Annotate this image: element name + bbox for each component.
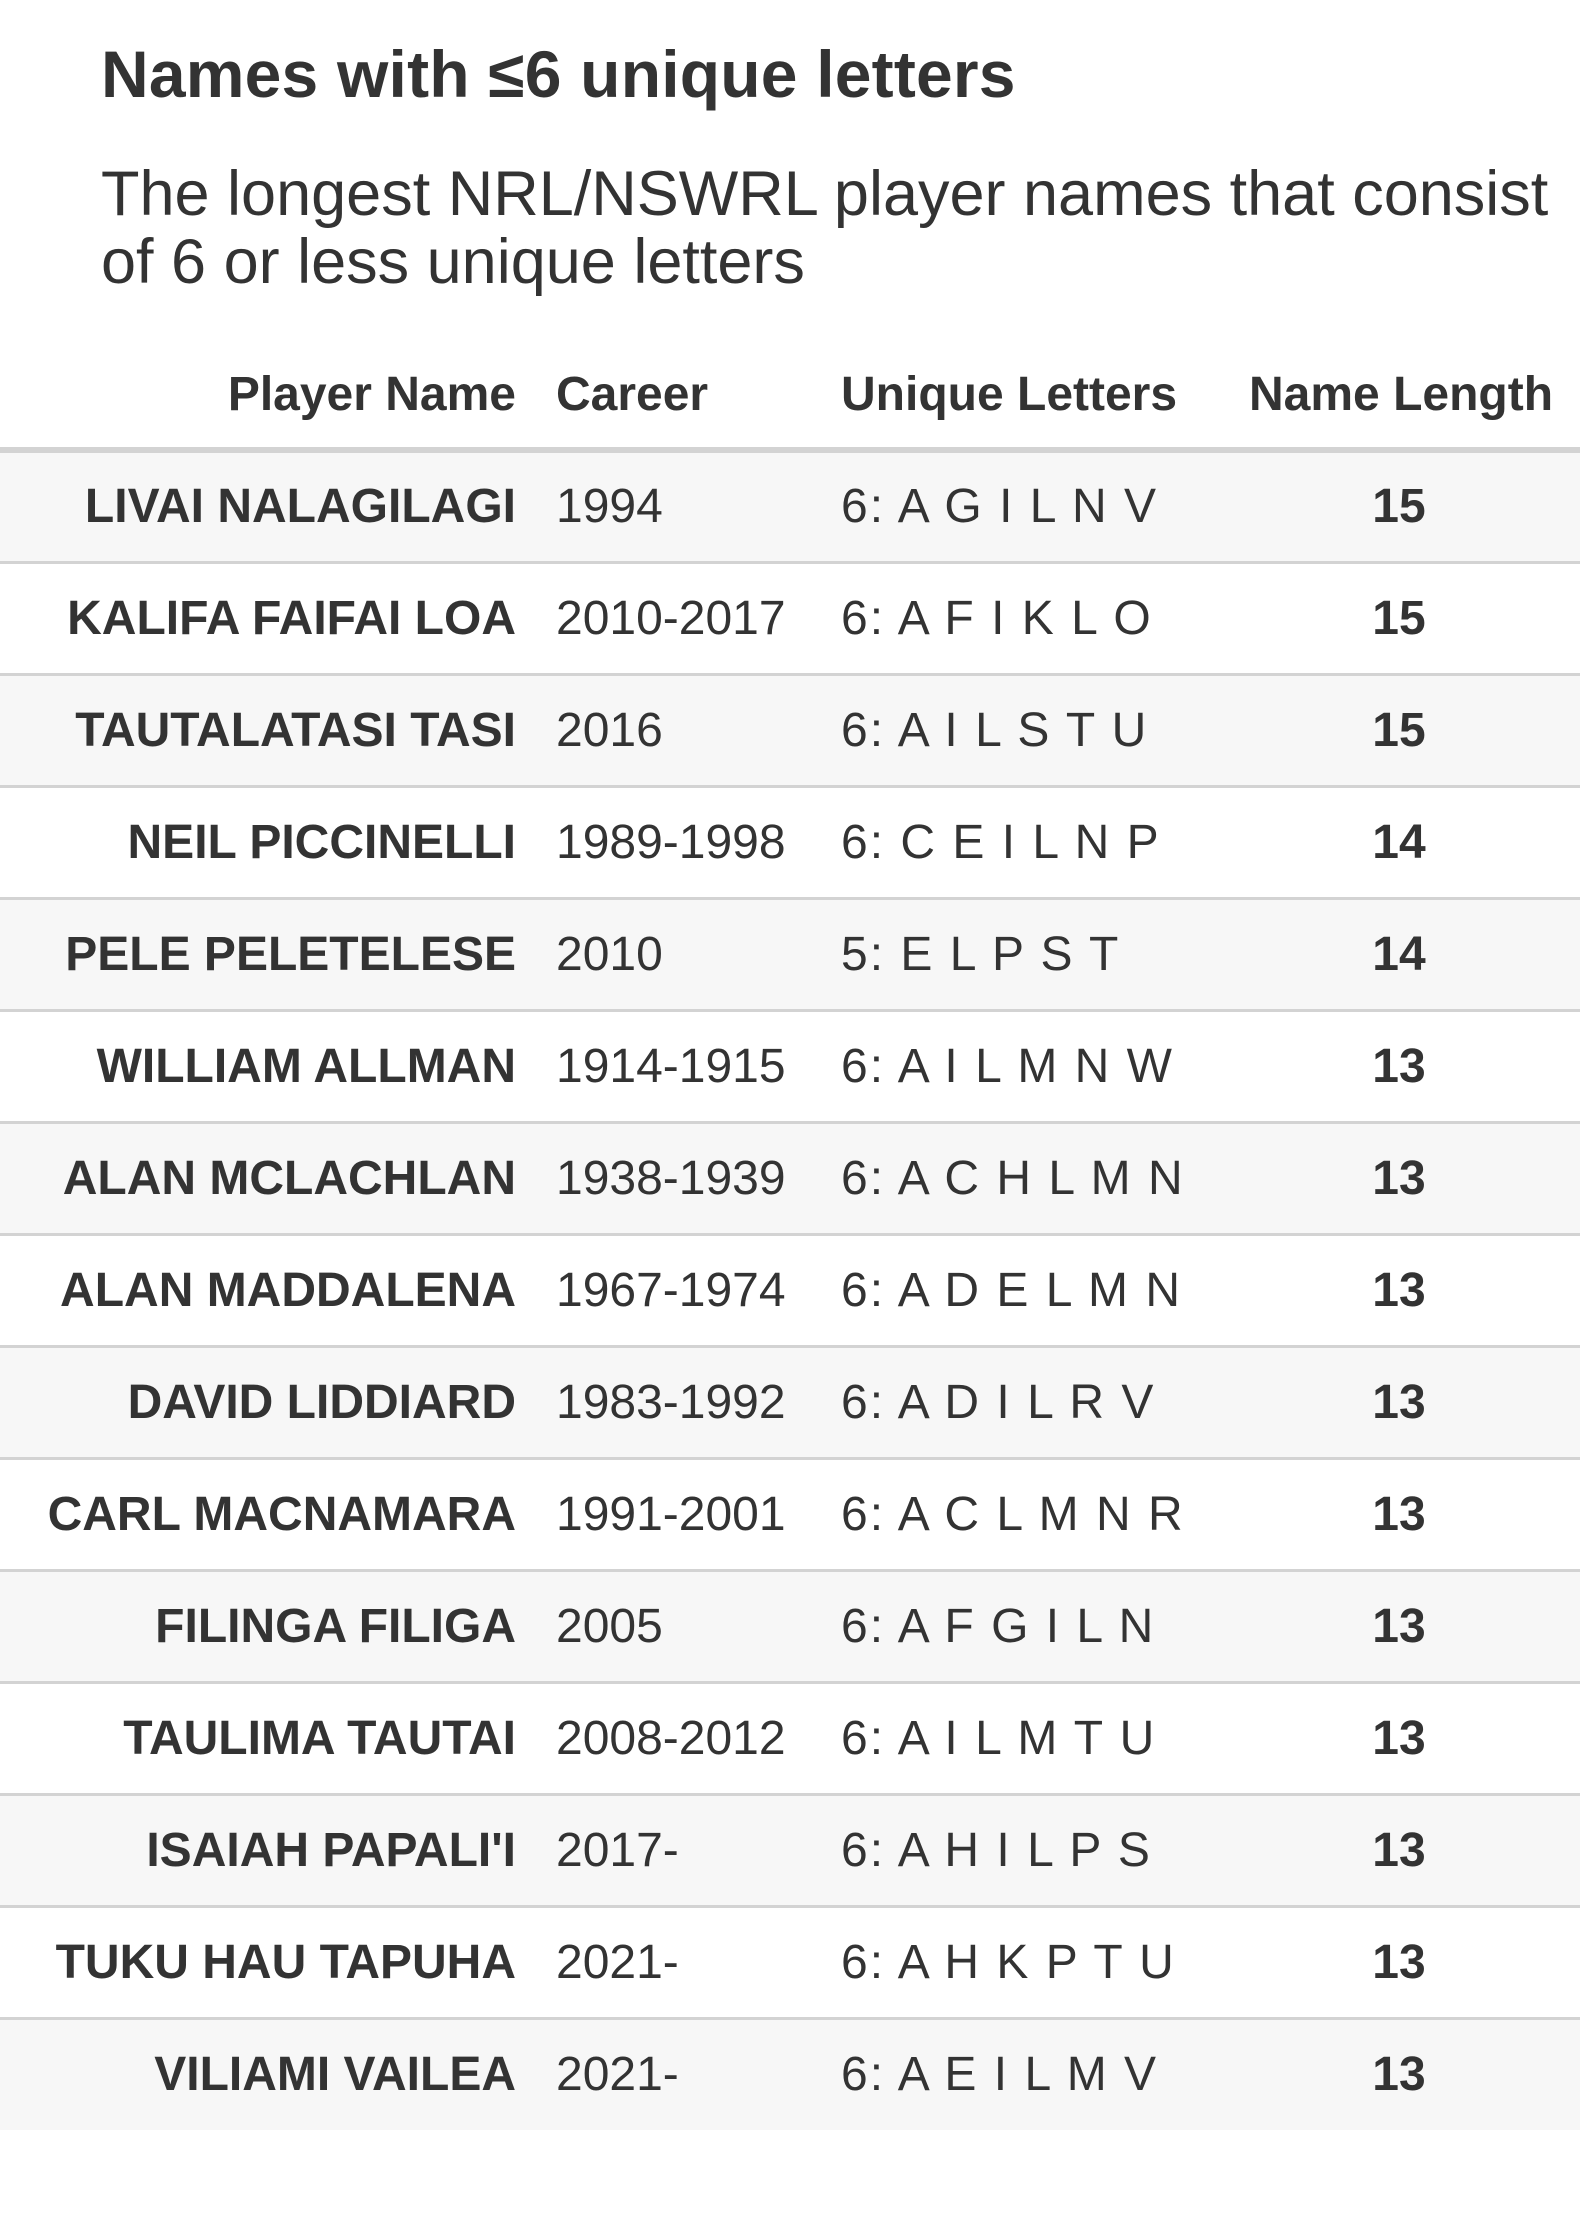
cell-career: 2016	[540, 674, 823, 788]
cell-career: 1914-1915	[540, 1010, 823, 1124]
cell-name-length: 13	[1224, 1794, 1580, 1908]
cell-name-length: 13	[1224, 1682, 1580, 1796]
table-body: LIVAI NALAGILAGI 1994 6: A G I L N V 15 KALI…	[0, 450, 1580, 2130]
cell-unique-letters: 6: A D E L M N	[823, 1234, 1224, 1348]
cell-player-name: TAUTALATASI TASI	[0, 674, 540, 788]
chart-subtitle: The longest NRL/NSWRL player names that …	[101, 159, 1549, 297]
cell-career: 2005	[540, 1570, 823, 1684]
cell-career: 1991-2001	[540, 1458, 823, 1572]
table-row: ALAN MADDALENA 1967-1974 6: A D E L M N 13	[0, 1234, 1580, 1348]
cell-name-length: 13	[1372, 2048, 1426, 2102]
table-row: ALAN MCLACHLAN 1938-1939 6: A C H L M N 13	[0, 1122, 1580, 1236]
cell-career: 1989-1998	[540, 786, 823, 900]
cell-player-name: TUKU HAU TAPUHA	[0, 1906, 540, 2020]
cell-player-name: ALAN MCLACHLAN	[0, 1122, 540, 1236]
column-header-career: Career	[540, 341, 823, 453]
cell-unique-letters: 6: A F G I L N	[823, 1570, 1224, 1684]
table-row: VILIAMI VAILEA 2021- 6: A E I L M V 13	[0, 2018, 1580, 2130]
cell-player-name: LIVAI NALAGILAGI	[0, 450, 540, 564]
cell-name-length: 13	[1224, 1122, 1580, 1236]
cell-unique-letters: 6: A C L M N R	[823, 1458, 1224, 1572]
table-row: CARL MACNAMARA 1991-2001 6: A C L M N R 13	[0, 1458, 1580, 1572]
cell-player-name: VILIAMI VAILEA	[154, 2048, 516, 2102]
cell-career: 1938-1939	[540, 1122, 823, 1236]
cell-unique-letters: 6: C E I L N P	[823, 786, 1224, 900]
cell-player-name: PELE PELETELESE	[0, 898, 540, 1012]
cell-player-name: FILINGA FILIGA	[0, 1570, 540, 1684]
cell-name-length: 13	[1224, 1906, 1580, 2020]
cell-career: 2010-2017	[540, 562, 823, 676]
player-names-table: Player Name Career Unique Letters Name L…	[0, 341, 1580, 2130]
cell-unique-letters: 6: A H K P T U	[823, 1906, 1224, 2020]
cell-unique-letters: 5: E L P S T	[823, 898, 1224, 1012]
cell-career: 1994	[540, 450, 823, 564]
column-header-player-name: Player Name	[0, 341, 540, 453]
cell-unique-letters: 6: A F I K L O	[823, 562, 1224, 676]
cell-name-length: 13	[1224, 1346, 1580, 1460]
table-row: FILINGA FILIGA 2005 6: A F G I L N 13	[0, 1570, 1580, 1684]
cell-name-length: 13	[1224, 1234, 1580, 1348]
cell-player-name: ISAIAH PAPALI'I	[0, 1794, 540, 1908]
table-row: TUKU HAU TAPUHA 2021- 6: A H K P T U 13	[0, 1906, 1580, 2020]
cell-unique-letters: 6: A G I L N V	[823, 450, 1224, 564]
cell-career: 1983-1992	[540, 1346, 823, 1460]
cell-career: 2017-	[540, 1794, 823, 1908]
cell-player-name: ALAN MADDALENA	[0, 1234, 540, 1348]
table-row: NEIL PICCINELLI 1989-1998 6: C E I L N P 14	[0, 786, 1580, 900]
table-row: TAULIMA TAUTAI 2008-2012 6: A I L M T U 13	[0, 1682, 1580, 1796]
cell-career: 2008-2012	[540, 1682, 823, 1796]
cell-career: 1967-1974	[540, 1234, 823, 1348]
column-header-name-length: Name Length	[1224, 341, 1580, 453]
cell-unique-letters: 6: A E I L M V	[841, 2048, 1159, 2102]
cell-player-name: CARL MACNAMARA	[0, 1458, 540, 1572]
cell-unique-letters: 6: A D I L R V	[823, 1346, 1224, 1460]
table-header-row: Player Name Career Unique Letters Name L…	[0, 341, 1580, 453]
cell-name-length: 14	[1224, 898, 1580, 1012]
cell-career: 2010	[540, 898, 823, 1012]
table-row: TAUTALATASI TASI 2016 6: A I L S T U 15	[0, 674, 1580, 788]
cell-player-name: WILLIAM ALLMAN	[0, 1010, 540, 1124]
table-row: KALIFA FAIFAI LOA 2010-2017 6: A F I K L O…	[0, 562, 1580, 676]
table-row: WILLIAM ALLMAN 1914-1915 6: A I L M N W 13	[0, 1010, 1580, 1124]
table-row: ISAIAH PAPALI'I 2017- 6: A H I L P S 13	[0, 1794, 1580, 1908]
cell-player-name: TAULIMA TAUTAI	[0, 1682, 540, 1796]
column-header-unique-letters: Unique Letters	[823, 341, 1224, 453]
cell-unique-letters: 6: A H I L P S	[823, 1794, 1224, 1908]
cell-unique-letters: 6: A I L M T U	[823, 1682, 1224, 1796]
table-row: PELE PELETELESE 2010 5: E L P S T 14	[0, 898, 1580, 1012]
table-row: DAVID LIDDIARD 1983-1992 6: A D I L R V 13	[0, 1346, 1580, 1460]
cell-career: 2021-	[556, 2048, 679, 2102]
cell-career: 2021-	[540, 1906, 823, 2020]
cell-name-length: 14	[1224, 786, 1580, 900]
cell-unique-letters: 6: A C H L M N	[823, 1122, 1224, 1236]
table-row: LIVAI NALAGILAGI 1994 6: A G I L N V 15	[0, 450, 1580, 564]
cell-unique-letters: 6: A I L M N W	[823, 1010, 1224, 1124]
cell-name-length: 15	[1224, 450, 1580, 564]
cell-name-length: 13	[1224, 1010, 1580, 1124]
cell-unique-letters: 6: A I L S T U	[823, 674, 1224, 788]
cell-name-length: 13	[1224, 1570, 1580, 1684]
cell-name-length: 15	[1224, 562, 1580, 676]
cell-player-name: DAVID LIDDIARD	[0, 1346, 540, 1460]
chart-title: Names with ≤6 unique letters	[101, 37, 1016, 111]
cell-name-length: 13	[1224, 1458, 1580, 1572]
cell-player-name: KALIFA FAIFAI LOA	[0, 562, 540, 676]
cell-player-name: NEIL PICCINELLI	[0, 786, 540, 900]
cell-name-length: 15	[1224, 674, 1580, 788]
